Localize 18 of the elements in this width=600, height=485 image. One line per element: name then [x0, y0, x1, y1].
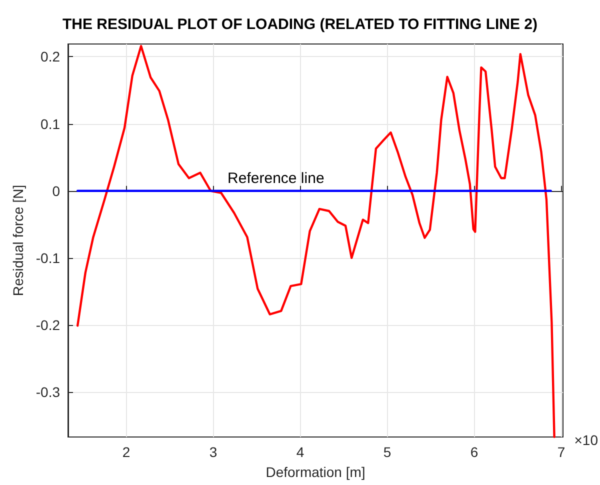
x-tick-label: 6 — [470, 444, 478, 460]
y-tick-label: -0.3 — [36, 384, 60, 400]
text: ×10 — [574, 432, 598, 448]
x-tick-label: 4 — [296, 444, 304, 460]
y-tick-label: 0.1 — [40, 116, 60, 132]
y-tick-label: 0 — [52, 182, 60, 199]
x-tick-label: 3 — [209, 444, 218, 460]
x-tick-label: 2 — [122, 444, 130, 460]
x-tick-label: 7 — [557, 444, 566, 460]
line-series — [76, 44, 556, 438]
y-axis-title: Residual force [N] — [10, 184, 26, 296]
x-tick-label: 5 — [383, 444, 392, 460]
chart-title: THE RESIDUAL PLOT OF LOADING (RELATED TO FITTING LINE 2) — [62, 16, 538, 33]
series-label: Reference line — [228, 170, 324, 187]
y-tick-label: -0.2 — [36, 317, 60, 333]
y-tick-label: 0.2 — [40, 48, 60, 65]
y-tick-label: -0.1 — [36, 250, 60, 266]
x-axis-title: Deformation [m] — [266, 464, 366, 480]
